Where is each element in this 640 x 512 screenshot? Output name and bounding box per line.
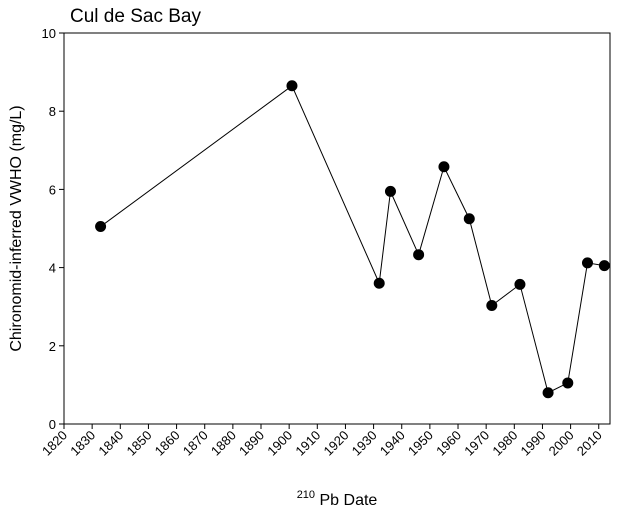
- plot-area: [63, 32, 611, 425]
- data-point: [581, 257, 593, 269]
- x-tick-label: 1970: [461, 428, 492, 459]
- y-tick-label: 6: [49, 182, 56, 197]
- data-point: [438, 161, 450, 173]
- y-tick-label: 0: [49, 417, 56, 432]
- x-tick-label: 1910: [292, 428, 323, 459]
- series-layer: [95, 80, 610, 399]
- y-axis-label: Chironomid-inferred VWHO (mg/L): [8, 105, 25, 351]
- x-tick-label: 2000: [546, 428, 577, 459]
- data-point: [286, 80, 298, 92]
- x-tick-label: 1890: [236, 428, 267, 459]
- x-tick-label: 1950: [405, 428, 436, 459]
- data-point: [463, 213, 475, 225]
- chart-title: Cul de Sac Bay: [70, 6, 201, 27]
- data-point: [598, 260, 610, 272]
- x-axis-label: 210 Pb Date: [297, 485, 378, 509]
- x-axis-label-main: Pb Date: [320, 492, 378, 509]
- data-point: [486, 300, 498, 312]
- x-tick-label: 1960: [433, 428, 464, 459]
- data-point: [384, 185, 396, 197]
- x-axis-label-superscript: 210: [297, 489, 315, 501]
- y-axis: 0 2 4 6 8 10: [42, 26, 64, 432]
- x-tick-label: 1850: [123, 428, 154, 459]
- x-axis: 1820183018401850186018701880189019001910…: [39, 424, 605, 459]
- data-point: [95, 221, 107, 233]
- y-tick-label: 2: [49, 339, 56, 354]
- x-tick-label: 1920: [321, 428, 352, 459]
- data-point: [514, 278, 526, 290]
- plot-frame: [63, 32, 611, 425]
- y-tick-label: 8: [49, 104, 56, 119]
- y-tick-label: 10: [42, 26, 56, 41]
- y-tick-label: 4: [49, 261, 56, 276]
- series-line: [100, 85, 605, 394]
- data-point: [542, 387, 554, 399]
- x-tick-label: 1940: [377, 428, 408, 459]
- data-point: [373, 277, 385, 289]
- x-tick-label: 1860: [152, 428, 183, 459]
- data-point: [562, 377, 574, 389]
- x-tick-label: 1990: [518, 428, 549, 459]
- x-tick-label: 1840: [95, 428, 126, 459]
- x-tick-label: 1820: [39, 428, 70, 459]
- x-tick-label: 1930: [349, 428, 380, 459]
- data-point: [413, 249, 425, 261]
- x-tick-label: 1830: [67, 428, 98, 459]
- x-tick-label: 1900: [264, 428, 295, 459]
- x-tick-label: 2010: [574, 428, 605, 459]
- x-tick-label: 1980: [489, 428, 520, 459]
- x-tick-label: 1870: [180, 428, 211, 459]
- x-tick-label: 1880: [208, 428, 239, 459]
